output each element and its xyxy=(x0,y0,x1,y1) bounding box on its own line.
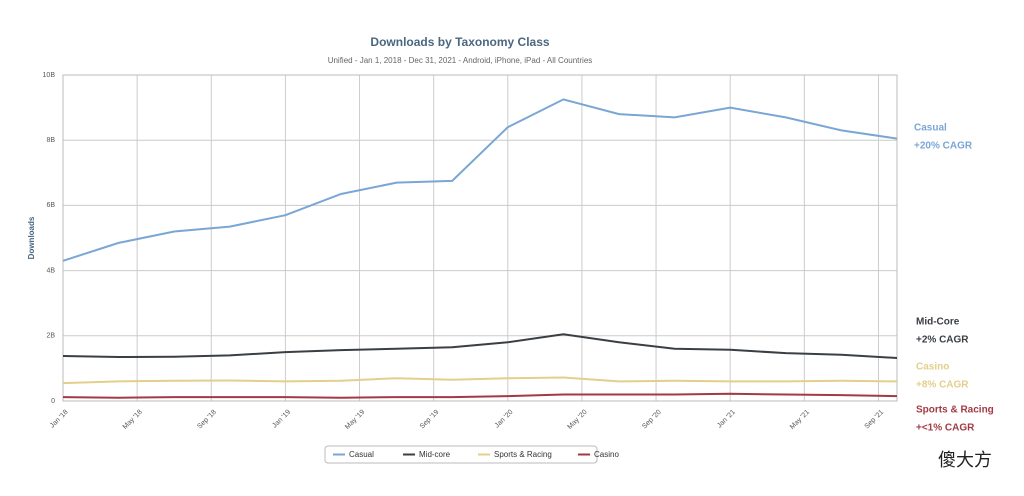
annotation: +20% CAGR xyxy=(914,141,973,152)
series-line xyxy=(62,376,898,385)
y-tick-label: 8B xyxy=(46,137,55,144)
x-tick-label: Sep '18 xyxy=(196,409,218,431)
annotation: Mid-Core xyxy=(916,317,960,328)
legend-label: Mid-core xyxy=(419,450,451,459)
y-tick-label: 10B xyxy=(43,72,56,79)
x-tick-label: Sep '21 xyxy=(864,409,886,431)
x-tick-label: Sep '19 xyxy=(419,409,441,431)
x-tick-label: Jan '18 xyxy=(49,409,70,430)
y-tick-label: 4B xyxy=(46,267,55,274)
y-tick-label: 6B xyxy=(46,202,55,209)
series-line xyxy=(62,333,898,359)
annotation: +8% CAGR xyxy=(916,380,969,391)
plot-border xyxy=(62,74,898,402)
legend: Casual Mid-core Sports & Racing Casino xyxy=(324,445,619,464)
annotation: Casino xyxy=(916,362,949,373)
y-tick-label: 2B xyxy=(46,333,55,340)
y-axis-label: Downloads xyxy=(27,216,36,259)
legend-box xyxy=(324,445,598,464)
x-tick-label: May '21 xyxy=(789,409,811,431)
annotation: Sports & Racing xyxy=(916,405,994,416)
legend-label: Casual xyxy=(349,450,374,459)
x-tick-label: May '20 xyxy=(567,409,589,431)
x-tick-label: May '19 xyxy=(344,409,366,431)
watermark: 傻大方 xyxy=(938,450,992,470)
x-tick-label: Jan '20 xyxy=(494,409,515,430)
annotation: Casual xyxy=(914,123,947,134)
y-tick-label: 0 xyxy=(51,398,55,405)
chart-title: Downloads by Taxonomy Class xyxy=(370,35,549,49)
series-line xyxy=(62,98,898,262)
x-tick-label: Sep '20 xyxy=(641,409,663,431)
x-tick-label: Jan '21 xyxy=(716,409,737,430)
legend-label: Casino xyxy=(594,450,619,459)
x-tick-label: May '18 xyxy=(122,409,144,431)
chart-subtitle: Unified - Jan 1, 2018 - Dec 31, 2021 - A… xyxy=(328,56,593,65)
series-line xyxy=(62,392,898,399)
x-tick-label: Jan '19 xyxy=(271,409,292,430)
legend-label: Sports & Racing xyxy=(494,450,552,459)
annotation: +<1% CAGR xyxy=(916,423,975,434)
annotation: +2% CAGR xyxy=(916,335,969,346)
